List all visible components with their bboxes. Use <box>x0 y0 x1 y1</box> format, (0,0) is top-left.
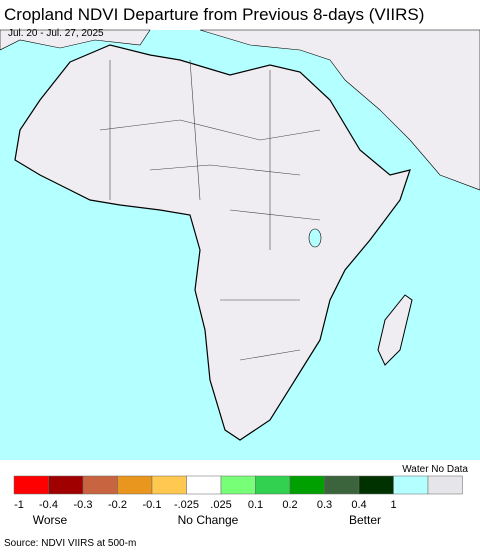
legend-tick: 0.1 <box>248 499 263 511</box>
legend-tick: 0.3 <box>317 499 332 511</box>
legend-swatch <box>324 475 360 495</box>
legend-tick: -0.2 <box>108 499 127 511</box>
legend-tick: -0.4 <box>39 499 58 511</box>
legend: Water No Data -1 -0.4 -0.3 -0.2 -0.1 -.025 .02… <box>13 464 468 527</box>
legend-tick: -0.3 <box>74 499 93 511</box>
borders <box>99 59 321 361</box>
legend-swatch <box>151 475 187 495</box>
legend-descriptor: Worse <box>33 513 68 527</box>
legend-swatch <box>289 475 325 495</box>
lake <box>308 228 322 248</box>
source: Source: NDVI VIIRS at 500-m <box>4 538 136 549</box>
legend-swatch <box>117 475 153 495</box>
middle-east <box>199 29 480 191</box>
legend-tick: -0.1 <box>143 499 162 511</box>
africa <box>14 44 411 441</box>
legend-header: Water No Data <box>402 464 468 475</box>
legend-tick: -.025 <box>174 499 199 511</box>
europe <box>0 29 151 51</box>
legend-tick: -1 <box>14 499 24 511</box>
legend-swatch <box>255 475 291 495</box>
legend-swatch <box>48 475 84 495</box>
legend-swatch <box>358 475 394 495</box>
legend-descriptor: Better <box>349 513 381 527</box>
madagascar <box>377 294 413 366</box>
legend-swatch <box>393 475 429 495</box>
legend-tick: 1 <box>390 499 396 511</box>
legend-swatch <box>13 475 49 495</box>
legend-tick: 0.4 <box>351 499 366 511</box>
legend-tick: 0.2 <box>282 499 297 511</box>
legend-swatch <box>427 475 463 495</box>
legend-descriptor: No Change <box>178 513 239 527</box>
legend-swatch <box>82 475 118 495</box>
subtitle: Jul. 20 - Jul. 27, 2025 <box>8 28 104 39</box>
map <box>0 29 480 460</box>
legend-swatch <box>186 475 222 495</box>
legend-tick: .025 <box>210 499 231 511</box>
legend-swatch <box>220 475 256 495</box>
title: Cropland NDVI Departure from Previous 8-… <box>4 5 424 24</box>
